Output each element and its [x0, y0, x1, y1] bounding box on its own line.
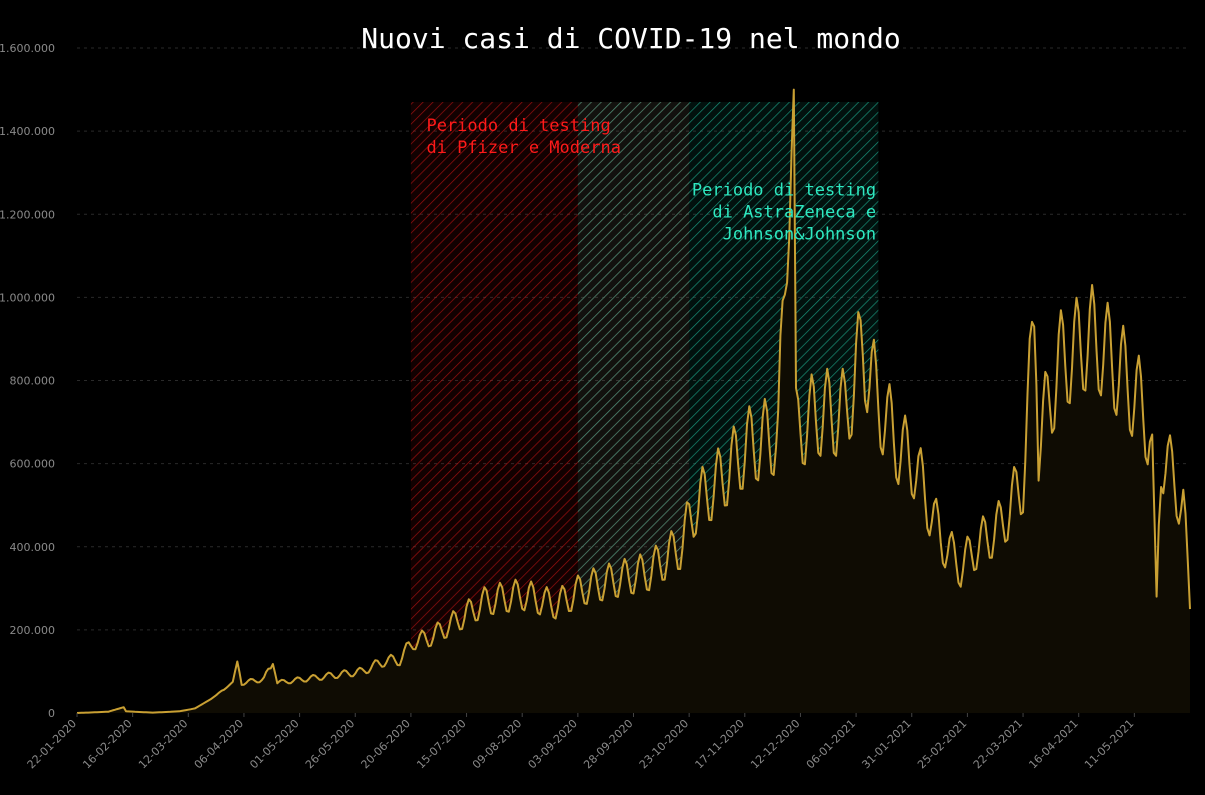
annotation-line: di Pfizer e Moderna: [426, 138, 620, 158]
y-tick-label: 1.200.000: [0, 208, 55, 221]
series-area: [77, 89, 1190, 714]
annotation-line: Johnson&Johnson: [723, 225, 877, 245]
y-tick-label: 1.600.000: [0, 42, 55, 55]
x-tick-label: 22-03-2021: [971, 717, 1025, 771]
x-tick-label: 22-01-2020: [25, 717, 79, 771]
x-tick-label: 11-05-2021: [1082, 717, 1136, 771]
x-tick-label: 06-04-2020: [192, 717, 246, 771]
x-tick-label: 12-12-2020: [748, 717, 802, 771]
x-tick-label: 16-02-2020: [80, 717, 134, 771]
x-tick-label: 31-01-2021: [859, 717, 913, 771]
x-tick-label: 25-02-2021: [915, 717, 969, 771]
y-tick-label: 400.000: [10, 541, 56, 554]
y-tick-label: 200.000: [10, 624, 56, 637]
x-tick-label: 15-07-2020: [414, 717, 468, 771]
x-axis: 22-01-2020 16-02-2020 12-03-2020 06-04-2020…: [25, 713, 1136, 771]
x-tick-label: 09-08-2020: [470, 717, 524, 771]
y-tick-label: 1.400.000: [0, 125, 55, 138]
x-tick-label: 20-06-2020: [359, 717, 413, 771]
series-line-layer: [76, 88, 1191, 714]
y-tick-label: 600.000: [10, 458, 56, 471]
y-tick-label: 800.000: [10, 375, 56, 388]
x-tick-label: 23-10-2020: [637, 717, 691, 771]
x-tick-label: 03-09-2020: [526, 717, 580, 771]
y-tick-label: 0: [48, 707, 55, 720]
period-annotation: Periodo di testing di AstraZeneca e Johnso…: [692, 181, 876, 245]
annotation-line: Periodo di testing: [426, 116, 610, 136]
y-tick-label: 1.000.000: [0, 291, 55, 304]
x-tick-label: 01-05-2020: [247, 717, 301, 771]
chart-title: Nuovi casi di COVID-19 nel mondo: [361, 22, 900, 55]
x-tick-label: 06-01-2021: [804, 717, 858, 771]
y-axis: 0 200.000 400.000 600.000 800.000 1.000.000 1.…: [0, 42, 55, 720]
annotation-line: di AstraZeneca e: [712, 203, 876, 223]
x-tick-label: 17-11-2020: [693, 717, 747, 771]
x-tick-label: 16-04-2021: [1026, 717, 1080, 771]
annotation-line: Periodo di testing: [692, 181, 876, 201]
x-tick-label: 12-03-2020: [136, 717, 190, 771]
area-fill: [77, 89, 1190, 714]
annotations: Periodo di testing di Pfizer e ModernaPer…: [426, 116, 876, 244]
x-tick-label: 26-05-2020: [303, 717, 357, 771]
series-line: [76, 88, 1191, 714]
period-annotation: Periodo di testing di Pfizer e Moderna: [426, 116, 620, 158]
x-tick-label: 28-09-2020: [581, 717, 635, 771]
